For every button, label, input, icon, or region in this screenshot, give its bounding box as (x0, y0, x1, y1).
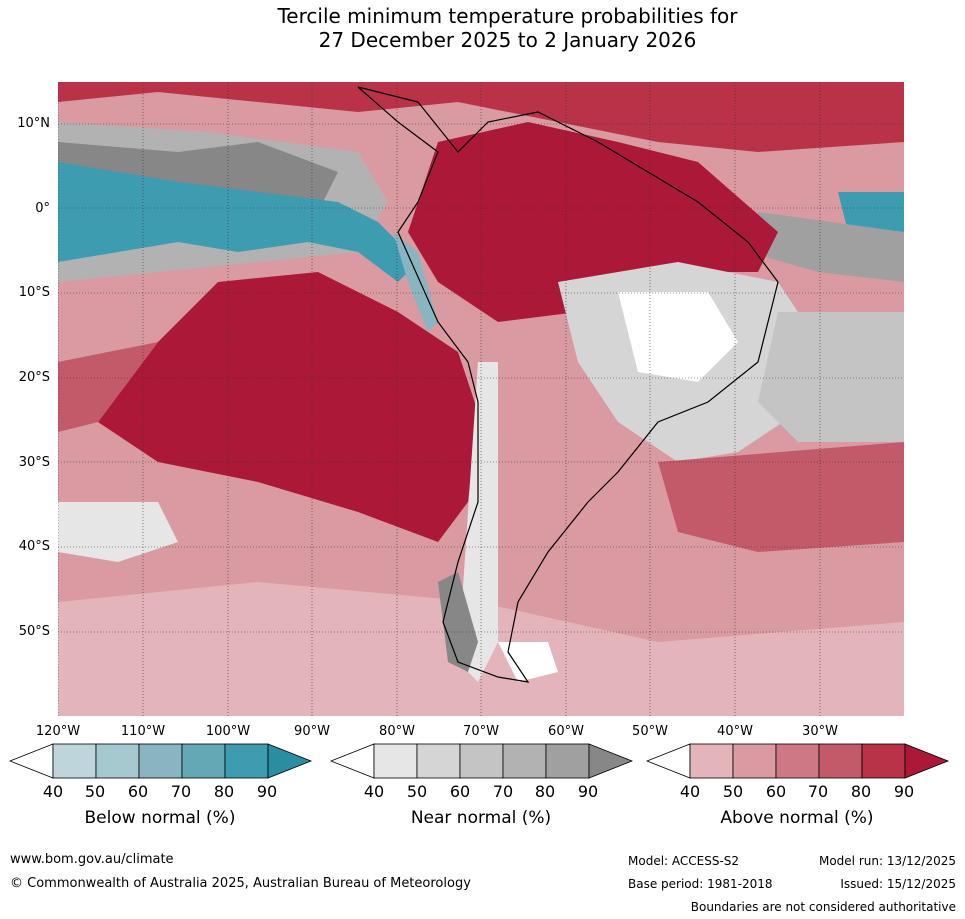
below-tick: 80 (213, 782, 235, 801)
lat-label: 20°S (18, 370, 50, 385)
lon-label: 100°W (205, 724, 251, 739)
above-tick: 70 (807, 782, 829, 801)
probability-map (58, 82, 904, 716)
title-line-2: 27 December 2025 to 2 January 2026 (318, 28, 697, 52)
lon-label: 50°W (632, 724, 668, 739)
colorbar-left-arrow (645, 743, 691, 779)
below-tick: 40 (42, 782, 64, 801)
website-link[interactable]: www.bom.gov.au/climate (10, 852, 174, 867)
colorbar-segment (224, 743, 269, 779)
below-tick: 90 (256, 782, 278, 801)
colorbar-segment (138, 743, 183, 779)
below-tick: 60 (127, 782, 149, 801)
near-tick: 80 (534, 782, 556, 801)
patagonia-white-patch (498, 642, 558, 682)
below-normal-label: Below normal (%) (84, 808, 236, 828)
colorbar-segment (732, 743, 777, 779)
lat-label: 0° (35, 201, 50, 216)
base-period-text: Base period: 1981-2018 (628, 877, 773, 891)
lon-label: 40°W (717, 724, 753, 739)
atlantic-above-patch (658, 442, 904, 552)
lon-label: 90°W (294, 724, 330, 739)
graticule (58, 82, 904, 716)
above-tick: 50 (722, 782, 744, 801)
atlantic-near-patch (758, 312, 904, 442)
map-svg (58, 82, 904, 716)
colorbar-segment (818, 743, 863, 779)
above-tick: 60 (765, 782, 787, 801)
near-tick: 60 (449, 782, 471, 801)
lon-label: 110°W (120, 724, 166, 739)
copyright-text: © Commonwealth of Australia 2025, Austra… (10, 876, 471, 891)
map-title: Tercile minimum temperature probabilitie… (0, 4, 965, 52)
colorbar-segment (861, 743, 906, 779)
pacific-mid-patch (58, 342, 158, 432)
colorbar-left-arrow (329, 743, 375, 779)
south-america-coastline (357, 86, 779, 683)
above-tick: 80 (850, 782, 872, 801)
lon-label: 120°W (35, 724, 81, 739)
disclaimer-text: Boundaries are not considered authoritat… (690, 900, 956, 914)
colorbar-segment (416, 743, 461, 779)
colorbar-segment (52, 743, 97, 779)
colorbar-segment (689, 743, 734, 779)
above-normal-colorbar (645, 743, 950, 779)
colorbar-segment (459, 743, 504, 779)
above-normal-label: Above normal (%) (720, 808, 874, 828)
colorbar-legends (8, 743, 950, 779)
below-tick: 70 (170, 782, 192, 801)
near-tick: 40 (363, 782, 385, 801)
near-normal-east (748, 212, 904, 282)
above-tick: 90 (893, 782, 915, 801)
brazil-white-patch (618, 292, 738, 382)
colorbar-right-arrow (904, 743, 950, 779)
colorbar-segment (545, 743, 590, 779)
below-normal-band (58, 162, 418, 282)
colorbar-segment (181, 743, 226, 779)
model-run-text: Model run: 13/12/2025 (818, 854, 956, 868)
lon-label: 80°W (379, 724, 415, 739)
above-tick: 40 (679, 782, 701, 801)
near-normal-label: Near normal (%) (410, 808, 552, 828)
lat-label: 40°S (18, 539, 50, 554)
colorbar-right-arrow (267, 743, 313, 779)
below-tick: 50 (84, 782, 106, 801)
lon-label: 30°W (802, 724, 838, 739)
below-normal-patch-east (838, 192, 904, 232)
lon-label: 60°W (548, 724, 584, 739)
near-normal-colorbar (329, 743, 634, 779)
lon-label: 70°W (463, 724, 499, 739)
near-tick: 90 (577, 782, 599, 801)
near-tick: 50 (406, 782, 428, 801)
lat-label: 10°S (18, 285, 50, 300)
colorbar-segment (775, 743, 820, 779)
below-normal-colorbar (8, 743, 313, 779)
colorbar-segment (95, 743, 140, 779)
title-line-1: Tercile minimum temperature probabilitie… (277, 4, 738, 28)
pacific-above-patch (98, 272, 478, 542)
model-text: Model: ACCESS-S2 (628, 854, 740, 868)
patagonia-near-patch (438, 572, 478, 672)
peru-below-strip (393, 232, 438, 332)
lat-label: 10°N (17, 116, 50, 131)
colorbar-right-arrow (588, 743, 634, 779)
north-above-band (58, 82, 904, 152)
andes-near-strip (458, 362, 498, 682)
colorbar-segment (502, 743, 547, 779)
colorbar-left-arrow (8, 743, 54, 779)
issued-text: Issued: 15/12/2025 (840, 877, 956, 891)
near-tick: 70 (492, 782, 514, 801)
lat-label: 30°S (18, 455, 50, 470)
colorbar-segment (373, 743, 418, 779)
lat-label: 50°S (18, 624, 50, 639)
